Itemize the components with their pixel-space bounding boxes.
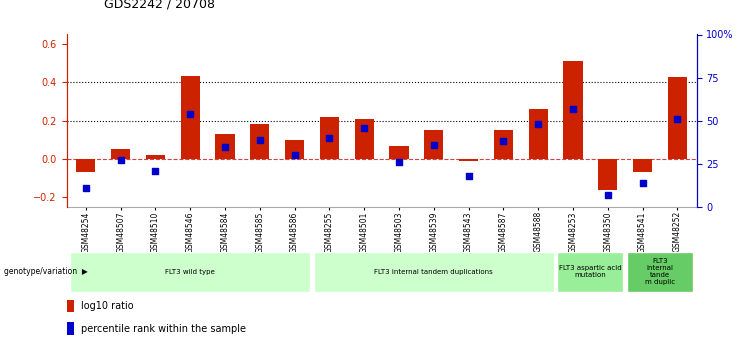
Bar (146, 155, 165, 159)
Bar (313, 252, 554, 292)
Bar (70, 252, 310, 292)
Bar (633, 159, 652, 171)
Bar (250, 124, 270, 159)
Point (637, 180, 648, 186)
Bar (285, 140, 305, 159)
Bar (181, 76, 200, 159)
Bar (627, 252, 693, 292)
Point (115, 158, 127, 163)
Bar (355, 119, 373, 159)
Point (359, 125, 370, 130)
Bar (390, 146, 408, 159)
Point (393, 159, 405, 165)
Text: log10 ratio: log10 ratio (81, 301, 133, 311)
Point (532, 121, 544, 127)
Bar (67, 322, 74, 335)
Text: FLT3 wild type: FLT3 wild type (165, 269, 215, 275)
Bar (494, 130, 513, 159)
Text: FLT3
internal
tande
m duplic: FLT3 internal tande m duplic (645, 258, 675, 285)
Point (567, 106, 579, 111)
Bar (668, 77, 687, 159)
Text: GDS2242 / 20708: GDS2242 / 20708 (104, 0, 215, 10)
Text: FLT3 aspartic acid
mutation: FLT3 aspartic acid mutation (559, 265, 622, 278)
Point (497, 139, 509, 144)
Bar (76, 159, 96, 171)
Point (602, 192, 614, 198)
Bar (598, 159, 617, 190)
Point (80, 185, 92, 191)
Bar (425, 130, 443, 159)
Point (150, 168, 162, 174)
Point (671, 116, 683, 122)
Point (185, 111, 196, 117)
Bar (557, 252, 623, 292)
Point (219, 144, 231, 149)
Point (324, 135, 336, 141)
Bar (563, 61, 582, 159)
Bar (459, 159, 478, 161)
Bar (111, 149, 130, 159)
Bar (320, 117, 339, 159)
Bar (528, 109, 548, 159)
Point (428, 142, 439, 148)
Bar (216, 134, 235, 159)
Point (462, 173, 474, 179)
Bar (67, 300, 74, 313)
Text: percentile rank within the sample: percentile rank within the sample (81, 324, 245, 334)
Text: genotype/variation  ▶: genotype/variation ▶ (4, 267, 87, 276)
Point (254, 137, 266, 142)
Text: FLT3 internal tandem duplications: FLT3 internal tandem duplications (374, 269, 494, 275)
Point (289, 152, 301, 158)
